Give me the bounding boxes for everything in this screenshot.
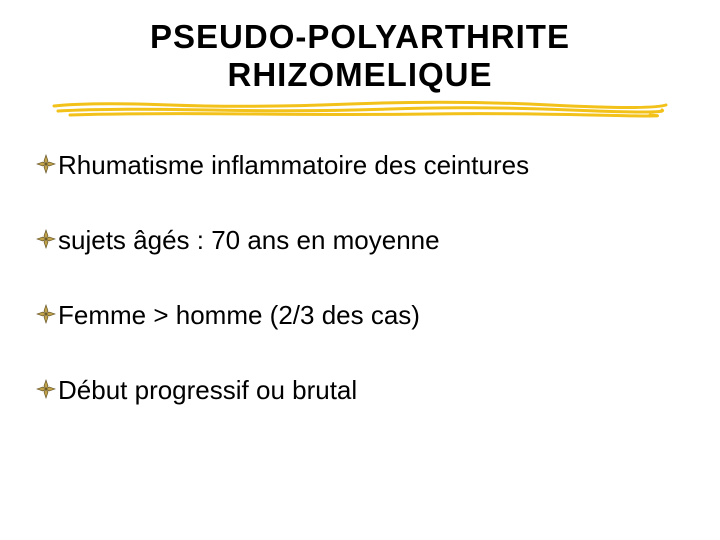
list-item: Femme > homme (2/3 des cas) [36,300,692,331]
bullet-text: Femme > homme (2/3 des cas) [58,300,420,331]
list-item: Rhumatisme inflammatoire des ceintures [36,150,692,181]
bullet-list: Rhumatisme inflammatoire des ceintures s… [28,150,692,407]
flower-bullet-icon [36,229,56,249]
scribble-underline-icon [50,100,670,120]
flower-bullet-icon [36,379,56,399]
title-line-1: PSEUDO-POLYARTHRITE [28,18,692,56]
title-block: PSEUDO-POLYARTHRITE RHIZOMELIQUE [28,18,692,120]
slide: PSEUDO-POLYARTHRITE RHIZOMELIQUE [0,0,720,540]
bullet-text: Début progressif ou brutal [58,375,357,406]
list-item: sujets âgés : 70 ans en moyenne [36,225,692,256]
title-underline [28,100,692,120]
bullet-text: sujets âgés : 70 ans en moyenne [58,225,440,256]
title-line-2: RHIZOMELIQUE [28,56,692,94]
list-item: Début progressif ou brutal [36,375,692,406]
flower-bullet-icon [36,304,56,324]
bullet-text: Rhumatisme inflammatoire des ceintures [58,150,529,181]
flower-bullet-icon [36,154,56,174]
